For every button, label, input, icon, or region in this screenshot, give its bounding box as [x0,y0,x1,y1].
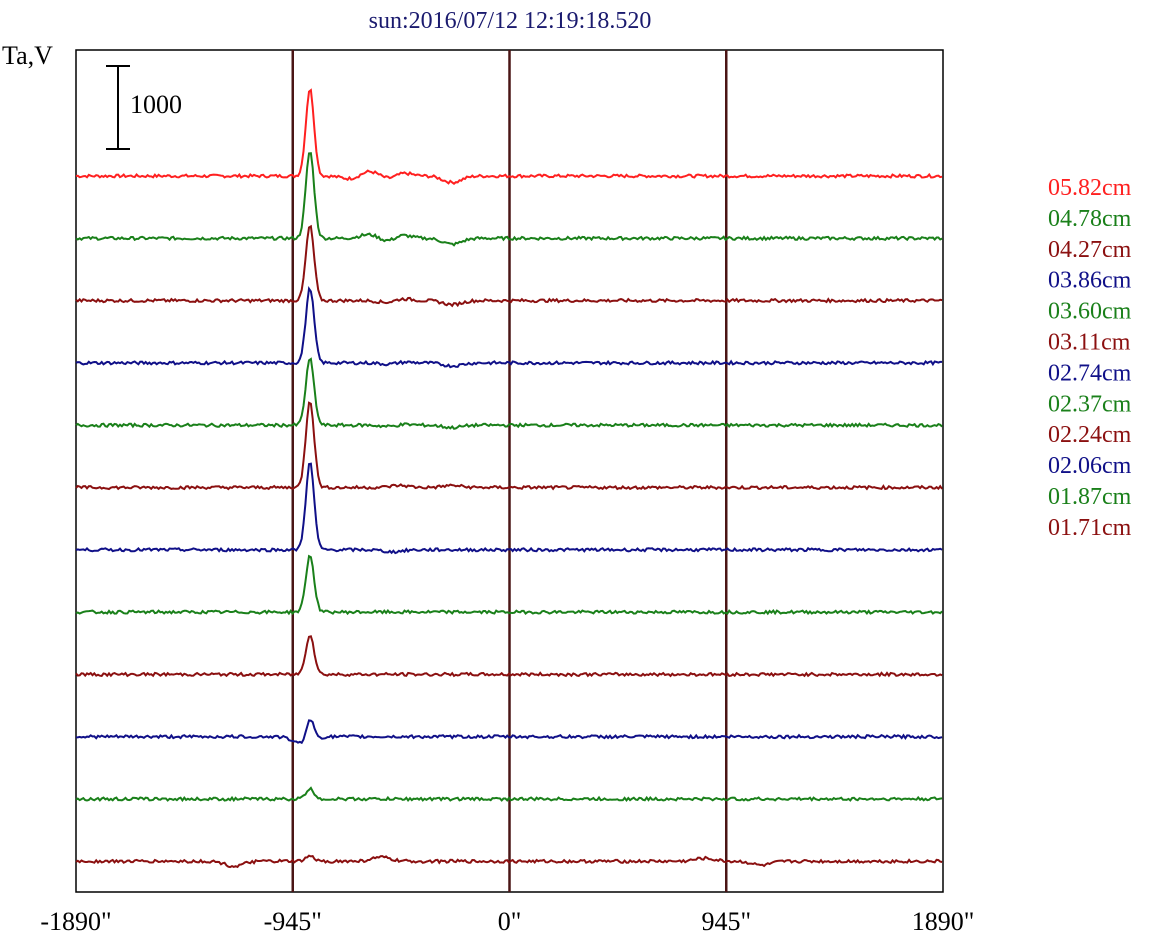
x-tick-label: -945" [264,907,322,936]
legend-entry: 02.24cm [1048,422,1132,448]
trace-02.24cm [75,635,943,678]
x-tick-label: 1890" [912,907,975,936]
scale-bar: 1000 [106,65,182,150]
legend-entry: 05.82cm [1048,175,1132,201]
legend: 05.82cm 04.78cm 04.27cm 03.86cm 03.60cm 03.11… [1048,175,1132,541]
trace-02.37cm [75,554,943,616]
legend-entry: 03.60cm [1048,299,1132,325]
trace-04.78cm [75,152,943,247]
vertical-lines [291,50,728,892]
legend-entry: 02.37cm [1048,391,1132,417]
trace-02.74cm [75,462,943,555]
trace-04.27cm [75,224,943,308]
legend-entry: 03.86cm [1048,268,1132,294]
scale-bar-label: 1000 [130,90,182,119]
legend-entry: 02.06cm [1048,453,1132,479]
trace-03.86cm [75,285,943,369]
x-tick-label: -1890" [40,907,111,936]
legend-entry: 04.78cm [1048,206,1132,232]
chart-title: sun:2016/07/12 12:19:18.520 [369,8,652,34]
trace-03.60cm [75,357,943,430]
x-tick-labels: -1890" -945" 0" 945" 1890" [40,907,974,936]
traces [75,88,943,869]
legend-entry: 03.11cm [1048,330,1131,356]
trace-05.82cm [75,88,943,185]
trace-01.87cm [75,786,943,803]
x-tick-label: 945" [701,907,751,936]
legend-entry: 01.71cm [1048,515,1132,541]
trace-03.11cm [75,401,943,491]
y-axis-label: Ta,V [2,41,53,70]
legend-entry: 04.27cm [1048,237,1132,263]
trace-01.71cm [75,854,943,869]
legend-entry: 02.74cm [1048,360,1132,386]
legend-entry: 01.87cm [1048,484,1132,510]
x-tick-label: 0" [498,907,522,936]
trace-02.06cm [76,719,943,745]
